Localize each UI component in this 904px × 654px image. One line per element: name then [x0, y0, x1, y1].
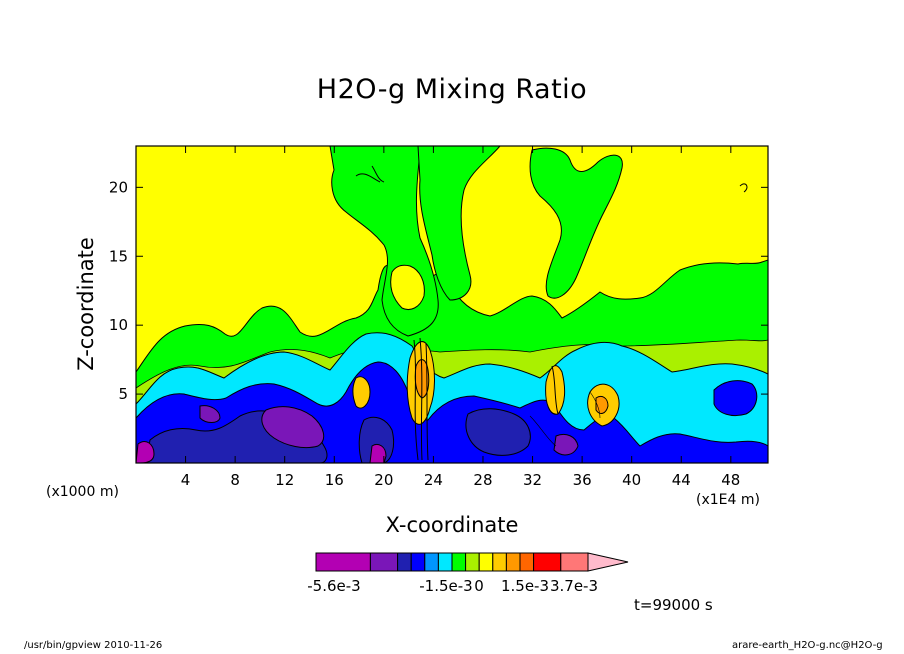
- x-unit-left: (x1000 m): [46, 484, 119, 500]
- x-tick-label: 48: [721, 471, 740, 489]
- x-tick-label: 28: [473, 471, 492, 489]
- contour-lines-detail: [136, 351, 601, 447]
- colorbar-swatch: [410, 552, 426, 572]
- footer-left: /usr/bin/gpview 2010-11-26: [24, 640, 163, 651]
- colorbar-swatch: [315, 552, 371, 572]
- field-green-plume-right: [417, 146, 501, 301]
- colorbar: -5.6e-3 -1.5e-3 0 1.5e-3 3.7e-3: [307, 552, 629, 595]
- colorbar-tick-label: 1.5e-3: [501, 577, 549, 595]
- y-tick-label: 5: [118, 385, 128, 403]
- x-tick-label: 36: [573, 471, 592, 489]
- colorbar-swatch: [492, 552, 507, 572]
- colorbar-swatch: [519, 552, 535, 572]
- field-green-upper-right: [529, 147, 623, 299]
- y-tick-label: 15: [109, 247, 128, 265]
- colorbar-swatch: [533, 552, 562, 572]
- colorbar-swatch: [465, 552, 480, 572]
- colorbar-swatch: [451, 552, 467, 572]
- colorbar-swatch: [437, 552, 453, 572]
- contour-fields: [136, 146, 768, 463]
- x-axis-label: X-coordinate: [385, 513, 519, 537]
- colorbar-swatch: [397, 552, 412, 572]
- y-axis: 5 10 15 20: [109, 178, 768, 403]
- x-tick-label: 20: [374, 471, 393, 489]
- colorbar-swatch: [424, 552, 439, 572]
- colorbar-swatch: [369, 552, 399, 572]
- colorbar-tick-label: 3.7e-3: [550, 577, 598, 595]
- footer-right: arare-earth_H2O-g.nc@H2O-g: [732, 640, 883, 651]
- chart-title: H2O-g Mixing Ratio: [316, 74, 588, 105]
- y-tick-label: 20: [109, 178, 128, 196]
- colorbar-arrow: [587, 552, 629, 572]
- x-unit-right: (x1E4 m): [696, 492, 760, 508]
- field-blue-right-blob: [713, 380, 758, 417]
- contour-lines-plume-core: [355, 165, 748, 461]
- colorbar-tick-label: -5.6e-3: [307, 577, 360, 595]
- colorbar-swatch: [505, 552, 521, 572]
- colorbar-swatch: [560, 552, 589, 572]
- field-navy-layer: [145, 408, 531, 463]
- x-tick-label: 4: [181, 471, 191, 489]
- x-tick-label: 40: [622, 471, 641, 489]
- x-tick-label: 44: [672, 471, 691, 489]
- x-tick-label: 32: [523, 471, 542, 489]
- x-tick-label: 8: [230, 471, 240, 489]
- x-tick-label: 12: [275, 471, 294, 489]
- x-tick-label: 16: [325, 471, 344, 489]
- x-axis: 4 8 12 16 20 24 28 32 36 40 44 48: [181, 146, 740, 489]
- colorbar-swatch: [478, 552, 494, 572]
- field-purple-core: [199, 405, 579, 456]
- colorbar-tick-label: -1.5e-3: [419, 577, 472, 595]
- y-tick-label: 10: [109, 316, 128, 334]
- x-tick-label: 24: [424, 471, 443, 489]
- plot-frame: [135, 145, 769, 464]
- colorbar-tick-label: 0: [474, 577, 484, 595]
- field-red-core: [414, 359, 609, 414]
- time-label: t=99000 s: [634, 596, 713, 614]
- field-yellow-island: [390, 264, 425, 310]
